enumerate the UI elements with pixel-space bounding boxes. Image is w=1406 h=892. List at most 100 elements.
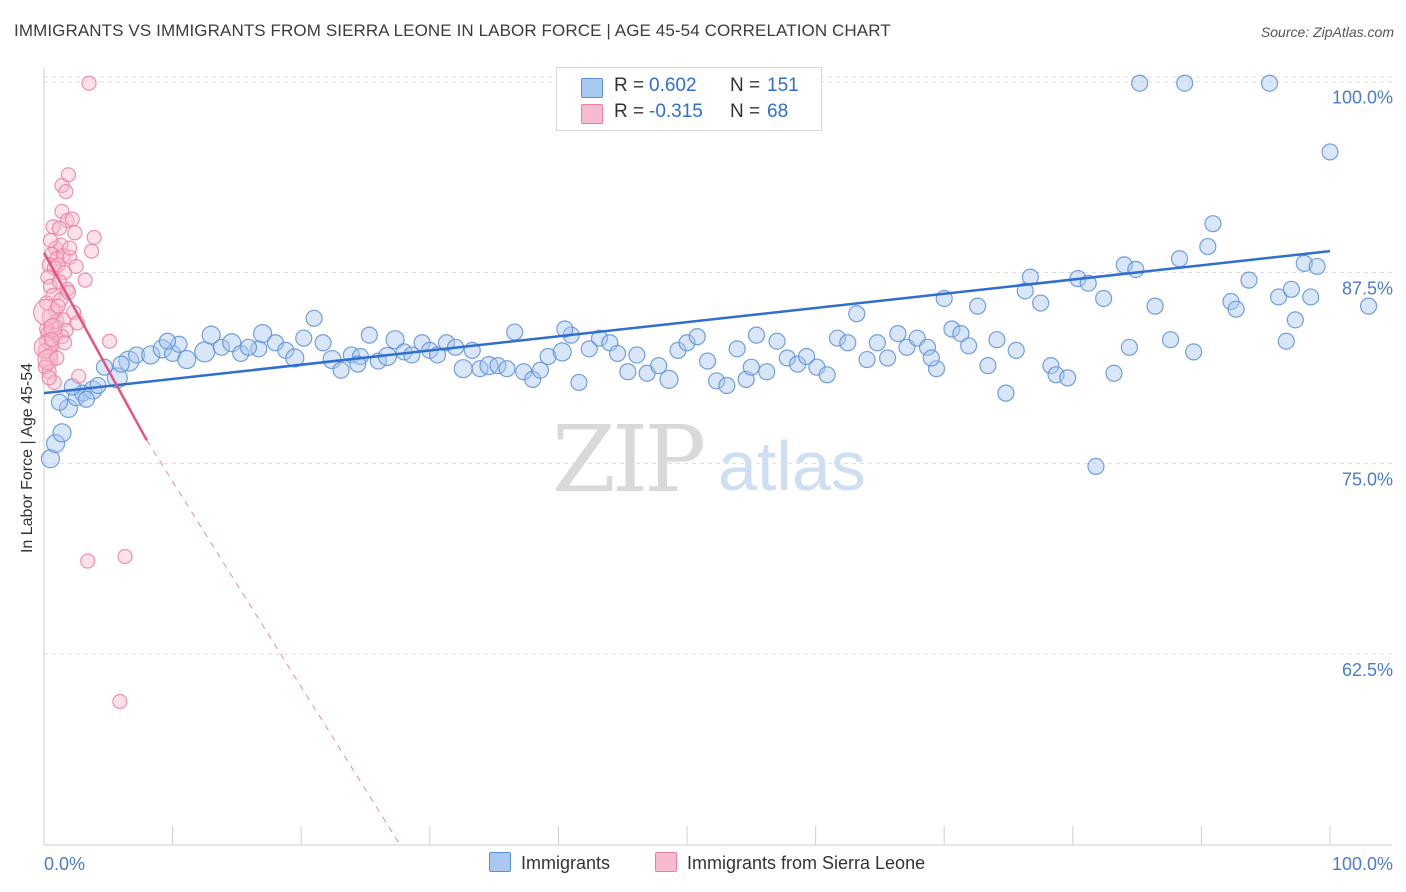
immigrants-point [650, 357, 668, 375]
sierra-leone-point [54, 203, 70, 220]
immigrants-point [385, 330, 405, 350]
immigrants-point [1260, 74, 1279, 92]
sierra-leone-point [56, 335, 73, 351]
immigrants-point [718, 376, 736, 395]
legend-item-sierra-leone[interactable]: Immigrants from Sierra Leone [655, 852, 925, 874]
sierra-leone-point [56, 264, 73, 281]
immigrants-point [127, 346, 146, 364]
immigrants-point [556, 320, 574, 338]
immigrants-point [1199, 237, 1217, 256]
sierra-leone-point [49, 350, 65, 366]
sierra-leone-point [42, 232, 59, 249]
immigrants-point [360, 326, 378, 344]
immigrants-point [77, 390, 96, 408]
y-tick-label: 87.5% [1342, 279, 1393, 299]
immigrants-point [1204, 215, 1222, 233]
series-legend: Immigrants Immigrants from Sierra Leone [0, 852, 1406, 876]
immigrants-point [839, 334, 857, 352]
sierra-leone-point [60, 167, 77, 183]
immigrants-point [619, 363, 637, 381]
immigrants-point [698, 352, 717, 370]
sierra-leone-point [101, 333, 118, 349]
immigrants-point [489, 357, 507, 375]
stats-legend: R = 0.602 N = 151 R = -0.315 N = 68 [556, 67, 822, 131]
immigrants-point [1240, 271, 1258, 289]
sierra-leone-point [67, 225, 83, 241]
immigrants-point [332, 361, 350, 379]
immigrants-point [52, 423, 72, 443]
source-label[interactable]: Source: ZipAtlas.com [1260, 24, 1394, 40]
sierra-leone-point [68, 258, 84, 275]
sierra-leone-point [58, 184, 74, 200]
immigrants-point [688, 328, 706, 346]
immigrants-point [506, 323, 524, 341]
immigrants-point [1170, 250, 1189, 268]
immigrants-point [889, 324, 907, 343]
sierra-leone-point [44, 332, 60, 348]
legend-item-immigrants[interactable]: Immigrants [489, 852, 610, 874]
immigrants-point [1087, 457, 1105, 476]
immigrants-point [768, 332, 786, 350]
sierra-leone-point [51, 220, 68, 236]
immigrants-point [1308, 257, 1326, 276]
legend-n-value: 68 [767, 101, 789, 122]
immigrants-point [531, 361, 549, 379]
immigrants-point [194, 341, 216, 363]
sierra-leone-point [81, 75, 97, 91]
immigrants-trend-line [43, 249, 1331, 395]
immigrants-point [83, 380, 103, 400]
legend-r-label: R = [614, 75, 645, 96]
immigrants-point [1007, 341, 1025, 359]
sierra-leone-point [64, 211, 80, 227]
immigrants-point [112, 355, 130, 373]
x-tick-labels: 0.0% 100.0% [44, 854, 1393, 874]
legend-r-label: R = [614, 101, 645, 122]
immigrants-point [778, 349, 796, 367]
watermark-atlas: atlas [718, 427, 866, 505]
sierra-leone-trend-line [42, 252, 148, 442]
immigrants-point [285, 348, 305, 368]
x-tick-label: 0.0% [44, 854, 85, 874]
y-tick-label: 100.0% [1332, 88, 1393, 108]
immigrants-point [141, 345, 161, 365]
sierra-leone-point [71, 368, 87, 384]
immigrants-point [305, 309, 323, 327]
sierra-leone-point [86, 229, 102, 246]
immigrants-point [253, 323, 273, 344]
immigrants-point [1302, 288, 1320, 306]
immigrants-point [742, 358, 760, 376]
immigrants-point [1161, 331, 1180, 349]
sierra-leone-point [117, 548, 133, 565]
gridlines [44, 76, 1392, 655]
axes [43, 68, 1392, 846]
immigrants-point [608, 344, 627, 363]
immigrants-point [678, 334, 696, 352]
immigrants-point [479, 356, 499, 376]
immigrants-point [659, 369, 679, 389]
sierra-leone-point [62, 240, 78, 256]
immigrants-point [918, 338, 937, 356]
immigrants-point [295, 329, 313, 347]
immigrants-point [797, 347, 816, 366]
sierra-leone-point [42, 278, 59, 294]
watermark-zip: ZIP [552, 406, 703, 513]
sierra-leone-point [83, 243, 100, 259]
immigrants-point [1282, 280, 1301, 298]
immigrants-point [539, 347, 557, 366]
y-tick-label: 75.0% [1342, 469, 1393, 489]
immigrants-point [45, 433, 66, 454]
trend-lines [42, 249, 1331, 846]
immigrants-point [1105, 364, 1123, 382]
immigrants-point [818, 366, 836, 384]
immigrants-point [1176, 74, 1194, 92]
sierra-leone-point [41, 370, 57, 386]
immigrants-point [1120, 338, 1138, 356]
x-tick-label: 100.0% [1332, 854, 1393, 874]
immigrants-point [628, 346, 646, 364]
immigrants-point [1286, 311, 1304, 329]
y-axis-title: In Labor Force | Age 45-54 [19, 362, 36, 554]
immigrants-point [177, 349, 197, 370]
sierra-leone-point [43, 317, 63, 338]
legend-row-sierra-leone: R = -0.315 N = 68 [557, 101, 821, 127]
